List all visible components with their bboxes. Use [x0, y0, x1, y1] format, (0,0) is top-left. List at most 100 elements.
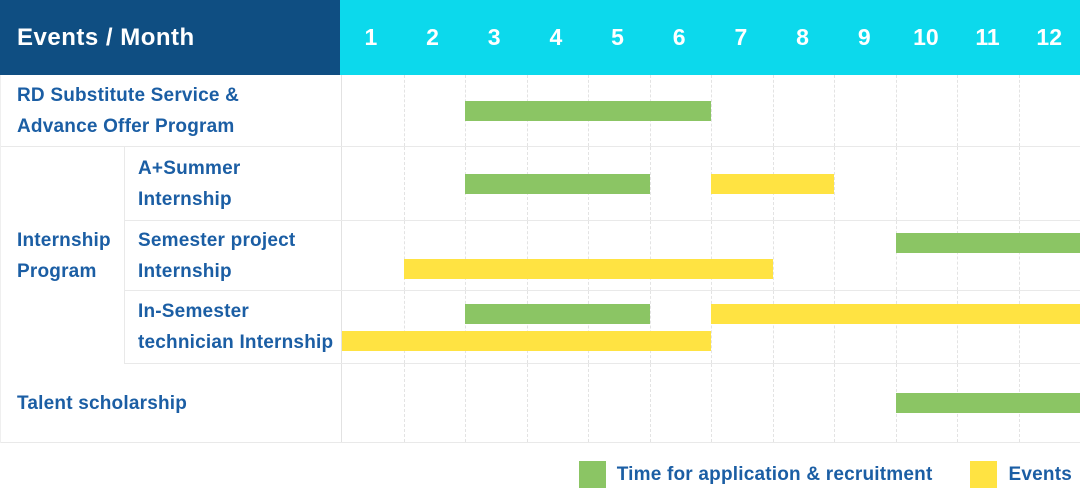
month-gridline — [834, 364, 835, 442]
month-gridline — [957, 75, 958, 146]
row-label-line: Advance Offer Program — [17, 115, 235, 137]
row-label-line: Program — [17, 260, 97, 282]
row-label-line: A+Summer — [138, 157, 241, 179]
gantt-bar-event — [711, 303, 1080, 324]
gantt-bar-application — [465, 100, 711, 121]
gantt-bar-event — [342, 330, 711, 351]
month-gridline — [772, 221, 774, 290]
subrow-label: A+Summer Internship — [125, 147, 341, 220]
gantt-bar-application — [895, 393, 1080, 413]
row-timeline — [341, 221, 1080, 290]
legend-swatch-event — [970, 461, 998, 488]
row-timeline — [341, 147, 1080, 220]
month-gridline — [403, 221, 405, 290]
row-label: RD Substitute Service & Advance Offer Pro… — [1, 75, 341, 146]
legend-item: Events — [970, 461, 1072, 488]
month-gridline — [834, 291, 835, 363]
month-gridline — [588, 221, 589, 290]
month-gridline — [957, 147, 958, 220]
month-gridline — [834, 147, 835, 220]
month-header-cell: 12 — [1036, 24, 1063, 50]
month-gridline — [649, 291, 651, 363]
month-gridline — [465, 364, 466, 442]
legend-label: Time for application & recruitment — [616, 463, 933, 485]
gantt-bar-application — [465, 303, 650, 324]
month-gridline — [403, 147, 405, 220]
month-header-cell: 8 — [796, 24, 809, 50]
legend-label: Events — [1008, 463, 1072, 485]
row-label-line: Talent scholarship — [17, 392, 188, 414]
month-gridline — [649, 364, 651, 442]
row-label-line: Internship — [138, 260, 232, 282]
month-gridline — [1018, 147, 1020, 220]
month-gridline — [1018, 75, 1020, 146]
row-label-line: Semester project — [138, 229, 296, 251]
month-header-cell: 3 — [487, 24, 501, 50]
month-header-cell: 2 — [426, 24, 439, 50]
row-timeline — [341, 291, 1080, 363]
row-label-line: technician Internship — [138, 332, 334, 353]
month-gridline — [526, 221, 528, 290]
group-label: Internship Program — [1, 147, 125, 364]
row-label-line: Internship — [17, 229, 111, 251]
row-timeline — [341, 75, 1080, 146]
row-label-line: Internship — [138, 188, 232, 210]
month-gridline — [403, 364, 405, 442]
month-gridline — [526, 291, 528, 363]
subrow-label: In-Semester technician Internship — [125, 291, 341, 363]
month-header-cell: 7 — [734, 24, 748, 50]
month-gridline — [588, 291, 589, 363]
row-label: Talent scholarship — [1, 364, 341, 442]
month-gridline — [403, 291, 405, 363]
row-timeline — [341, 364, 1080, 442]
month-header-cell: 10 — [913, 24, 939, 50]
month-gridline — [649, 147, 651, 220]
schedule-group-row: Internship Program A+Summer Internship Semes… — [1, 147, 1080, 364]
month-gridline — [957, 221, 958, 290]
month-header-cell: 5 — [611, 24, 624, 50]
month-gridline — [895, 221, 897, 290]
schedule-subrow: In-Semester technician Internship — [125, 291, 1080, 364]
schedule-subrow: Semester project Internship — [125, 221, 1080, 291]
month-gridline — [649, 221, 651, 290]
month-gridline — [834, 75, 835, 146]
month-gridline — [772, 291, 774, 363]
month-gridline — [895, 75, 897, 146]
month-gridline — [403, 75, 405, 146]
schedule-row: Talent scholarship — [1, 364, 1080, 443]
month-header: 1 2 3 4 5 6 7 8 9 10 11 12 — [340, 0, 1080, 75]
month-gridline — [711, 75, 712, 146]
month-gridline — [895, 291, 897, 363]
month-gridline — [834, 221, 835, 290]
schedule-row: RD Substitute Service & Advance Offer Pro… — [1, 75, 1080, 147]
month-gridline — [711, 364, 712, 442]
table-header-row: Events / Month 1 2 3 4 5 6 7 8 9 10 11 12 — [0, 0, 1080, 75]
month-gridline — [465, 291, 466, 363]
month-header-cell: 1 — [364, 24, 378, 50]
month-gridline — [711, 221, 712, 290]
month-gridline — [588, 364, 589, 442]
month-header-cell: 9 — [857, 24, 871, 50]
gantt-bar-application — [465, 173, 650, 194]
month-gridline — [895, 147, 897, 220]
row-label-line: RD Substitute Service & — [17, 84, 240, 106]
legend-swatch-application — [578, 461, 606, 488]
schedule-subrow: A+Summer Internship — [125, 147, 1080, 221]
legend-item: Time for application & recruitment — [578, 461, 933, 488]
month-gridline — [772, 364, 774, 442]
gantt-bar-event — [711, 173, 834, 194]
group-subrows: A+Summer Internship Semester project Intern… — [125, 147, 1080, 364]
month-gridline — [1018, 291, 1020, 363]
subrow-label: Semester project Internship — [125, 221, 341, 290]
month-gridline — [465, 221, 466, 290]
legend: Time for application & recruitment Events — [0, 443, 1080, 494]
month-gridline — [772, 75, 774, 146]
month-gridline — [1018, 221, 1020, 290]
month-gridline — [711, 291, 712, 363]
page-title: Events / Month — [0, 0, 340, 75]
gantt-bar-application — [895, 233, 1080, 254]
schedule-body: RD Substitute Service & Advance Offer Pro… — [0, 75, 1080, 443]
row-label-line: In-Semester — [138, 301, 249, 322]
month-header-cell: 4 — [549, 24, 563, 50]
